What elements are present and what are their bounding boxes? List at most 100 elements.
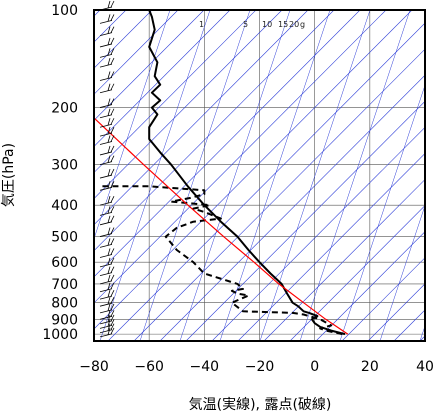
barb-feather <box>107 48 111 56</box>
barb-feather <box>107 314 111 323</box>
barb-feather <box>107 297 111 305</box>
barb-staff <box>99 254 113 258</box>
barb-staff <box>99 233 113 237</box>
x-tick-label: 20 <box>361 359 379 375</box>
y-tick-label: 700 <box>51 277 78 293</box>
barb-feather <box>110 206 115 213</box>
barb-feather <box>110 71 115 78</box>
wind-barb <box>99 155 115 166</box>
barb-staff <box>99 324 113 329</box>
barb-feather <box>107 310 111 318</box>
barb-feather <box>110 155 115 162</box>
guide-line <box>94 10 413 330</box>
series-layer <box>94 10 349 336</box>
y-tick-label: 400 <box>51 198 78 214</box>
barb-feather <box>110 303 115 311</box>
barb-staff <box>99 302 113 307</box>
barb-feather <box>110 319 115 326</box>
wind-barb <box>99 289 115 300</box>
barb-feather <box>110 327 115 335</box>
wind-barb <box>99 0 115 11</box>
barb-feather <box>110 289 115 297</box>
y-tick-label: 100 <box>51 3 78 19</box>
barb-feather <box>110 135 115 142</box>
barb-staff <box>99 244 113 248</box>
dew_point-line <box>99 185 343 336</box>
barb-staff <box>99 295 113 300</box>
mixing-ratio-labels: 1 5 10 15 20 g <box>199 20 305 29</box>
barb-staff <box>99 32 113 37</box>
guide-line <box>289 205 425 341</box>
guide-line <box>94 10 309 226</box>
wind-barb <box>99 227 115 237</box>
x-axis-title: 気温(実線), 露点(破線) <box>189 397 332 412</box>
barb-feather <box>107 196 111 204</box>
barb-feather <box>110 98 115 105</box>
mixing-ratio-label: 1 <box>199 20 204 29</box>
barb-feather <box>110 83 115 90</box>
wind-barb <box>99 195 115 206</box>
barb-feather <box>107 282 111 290</box>
wind-barb <box>99 327 115 338</box>
guide-line <box>315 231 425 341</box>
barb-feather <box>107 290 111 298</box>
barb-feather <box>107 266 111 274</box>
wind-barb <box>99 126 115 137</box>
wind-barb <box>99 206 115 216</box>
wind-barb <box>99 118 115 128</box>
mixing-ratio-line <box>419 325 425 341</box>
barb-feather <box>110 145 115 153</box>
mixing-ratio-line <box>339 84 425 341</box>
guide-line <box>94 10 205 121</box>
guide-line <box>94 10 335 252</box>
guide-line <box>211 126 425 341</box>
wind-barb <box>99 314 115 325</box>
barb-staff <box>99 333 113 338</box>
wind-barb <box>99 37 115 48</box>
guide-line <box>263 179 425 341</box>
y-tick-label: 1000 <box>42 327 78 343</box>
barb-feather <box>110 248 115 255</box>
guide-line <box>341 257 425 341</box>
mixing-ratio-label: 15 <box>278 20 288 29</box>
wind-barb <box>99 57 115 68</box>
wind-barbs <box>99 0 115 338</box>
mixing-ratio-line <box>259 10 371 341</box>
barb-staff <box>99 329 113 334</box>
barb-staff <box>99 315 113 320</box>
guide-line <box>133 48 425 341</box>
barb-feather <box>107 206 111 214</box>
guide-line <box>94 10 257 173</box>
y-tick-label: 200 <box>51 101 78 117</box>
x-tick-labels: −80 −60 −40 −20 0 20 40 <box>79 359 434 375</box>
barb-staff <box>99 89 113 94</box>
guide-line <box>367 283 425 341</box>
wind-barb <box>99 181 115 191</box>
barb-feather <box>110 0 115 8</box>
guide-line <box>419 335 425 341</box>
barb-feather <box>107 319 111 327</box>
barb-feather <box>107 127 111 135</box>
barb-staff <box>99 151 113 156</box>
barb-staff <box>99 114 113 119</box>
barb-feather <box>107 98 111 106</box>
barb-feather <box>110 274 115 282</box>
barb-feather <box>107 0 111 9</box>
barb-staff <box>99 288 113 293</box>
barb-feather <box>107 181 111 189</box>
barb-staff <box>99 161 113 166</box>
wind-barb <box>99 266 115 277</box>
barb-feather <box>107 71 111 79</box>
barb-staff <box>99 77 113 81</box>
barb-feather <box>107 248 111 256</box>
wind-barb <box>99 48 115 58</box>
reference_curve-line <box>94 117 349 335</box>
wind-barb <box>99 319 115 329</box>
y-tick-label: 800 <box>51 296 78 312</box>
barb-feather <box>107 215 111 223</box>
barb-feather <box>107 135 111 143</box>
barb-staff <box>99 211 113 216</box>
y-tick-label: 600 <box>51 255 78 271</box>
barb-feather <box>110 37 115 45</box>
mixing-ratio-label: 10 <box>262 20 272 29</box>
